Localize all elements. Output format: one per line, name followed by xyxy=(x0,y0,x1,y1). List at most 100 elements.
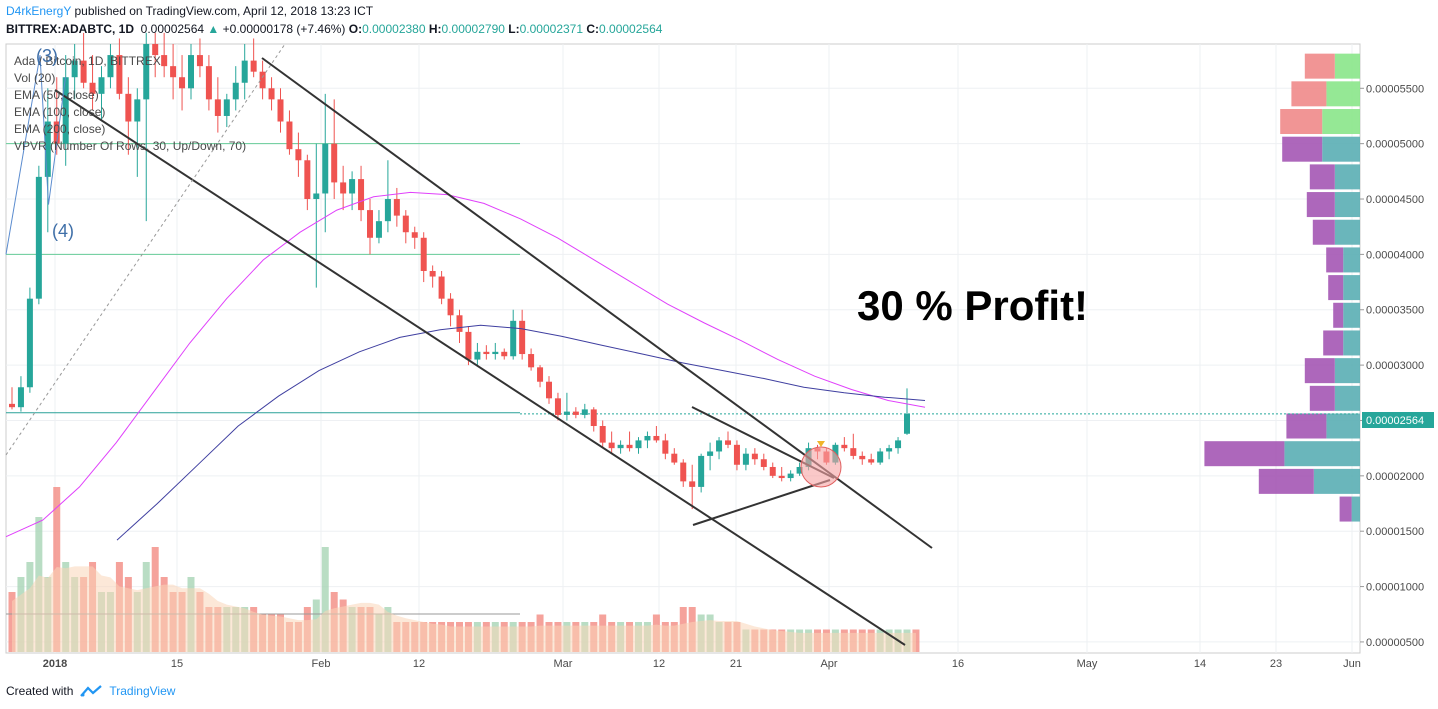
legend-item: EMA (50, close) xyxy=(14,88,99,102)
last-price-tag: 0.00002564 xyxy=(1362,412,1434,428)
y-tick-label: 0.00005500 xyxy=(1366,83,1424,95)
candle-down xyxy=(80,60,87,83)
vp-sell-bar xyxy=(1323,330,1344,356)
candle-down xyxy=(590,409,597,427)
footer: Created with TradingView xyxy=(6,684,175,698)
vp-buy-bar xyxy=(1322,136,1360,162)
candle-down xyxy=(760,459,767,467)
candle-down xyxy=(572,411,579,415)
y-tick-label: 0.00004500 xyxy=(1366,194,1424,206)
profit-annotation: 30 % Profit! xyxy=(857,282,1088,329)
tradingview-link[interactable]: TradingView xyxy=(109,684,176,698)
vp-buy-bar xyxy=(1334,385,1360,411)
vp-sell-bar xyxy=(1312,219,1335,245)
candle-down xyxy=(447,298,454,316)
candle-down xyxy=(850,448,857,456)
indicator-legend: Ada / Bitcoin, 1D, BITTREX Vol (20) EMA (5… xyxy=(14,54,246,153)
candle-down xyxy=(859,455,866,460)
legend-item: EMA (200, close) xyxy=(14,122,105,136)
candle-up xyxy=(635,440,642,449)
candle-down xyxy=(179,77,186,89)
candle-down xyxy=(161,55,168,67)
legend-item: EMA (100, close) xyxy=(14,105,105,119)
vp-sell-bar xyxy=(1328,275,1344,301)
vp-sell-bar xyxy=(1258,468,1314,494)
x-tick-label: Jun xyxy=(1343,658,1361,670)
candle-up xyxy=(143,44,150,100)
candle-down xyxy=(125,93,132,122)
x-tick-label: 15 xyxy=(171,658,183,670)
x-tick-label: 12 xyxy=(413,658,425,670)
close-label: C: xyxy=(586,22,600,36)
low-label: L: xyxy=(508,22,520,36)
candle-down xyxy=(9,403,15,408)
x-tick-label: 16 xyxy=(952,658,964,670)
vp-buy-bar xyxy=(1343,275,1360,301)
publish-header: D4rkEnergY published on TradingView.com,… xyxy=(6,4,373,18)
candle-down xyxy=(599,426,606,443)
last-price: 0.00002564 xyxy=(140,22,205,36)
candle-down xyxy=(868,459,875,463)
candle-down xyxy=(196,55,203,67)
candle-down xyxy=(170,66,177,78)
wave-4-label: (4) xyxy=(52,221,74,241)
candle-up xyxy=(241,60,248,83)
candle-down xyxy=(250,60,257,72)
candle-down xyxy=(769,466,776,476)
candle-up xyxy=(349,179,356,194)
vp-sell-bar xyxy=(1333,302,1344,328)
candle-down xyxy=(554,398,561,415)
candle-up xyxy=(904,413,910,434)
candle-down xyxy=(778,475,785,479)
candle-up xyxy=(886,448,893,452)
publish-info: published on TradingView.com, April 12, … xyxy=(74,4,374,18)
candle-down xyxy=(205,66,212,100)
x-tick-label: 2018 xyxy=(43,658,67,670)
candle-down xyxy=(152,44,159,56)
candles xyxy=(9,32,910,510)
legend-item: Vol (20) xyxy=(14,71,55,85)
candle-down xyxy=(671,453,678,463)
author-link[interactable]: D4rkEnergY xyxy=(6,4,72,18)
chart-grid xyxy=(5,43,1361,654)
vp-buy-bar xyxy=(1334,53,1360,79)
y-tick-label: 0.00004000 xyxy=(1366,249,1424,261)
vp-buy-bar xyxy=(1351,496,1360,522)
candle-down xyxy=(367,210,373,238)
ema100-line xyxy=(116,324,926,541)
x-tick-label: 14 xyxy=(1194,658,1206,670)
open-value: 0.00002380 xyxy=(362,22,426,36)
vp-buy-bar xyxy=(1284,441,1360,467)
vp-buy-bar xyxy=(1326,413,1360,439)
candle-down xyxy=(608,442,615,449)
candle-down xyxy=(214,99,221,116)
vp-sell-bar xyxy=(1306,192,1335,218)
candle-down xyxy=(662,440,669,454)
candle-up xyxy=(895,440,902,449)
candle-up xyxy=(375,221,382,238)
candle-down xyxy=(546,381,552,399)
high-value: 0.00002790 xyxy=(441,22,505,36)
tradingview-logo-icon xyxy=(80,685,103,697)
time-axis: 2018 15 Feb 12 Mar 12 21 Apr 16 May 14 23 Jun xyxy=(43,658,1361,670)
candle-up xyxy=(716,440,723,452)
candle-down xyxy=(331,143,338,183)
candle-up xyxy=(474,351,481,360)
created-with-label: Created with xyxy=(6,684,74,698)
quote-bar: BITTREX:ADABTC, 1D 0.00002564 ▲ +0.00000… xyxy=(6,22,662,36)
candle-up xyxy=(644,435,651,441)
candle-down xyxy=(456,315,463,332)
vp-sell-bar xyxy=(1280,109,1323,135)
y-tick-label: 0.00002000 xyxy=(1366,471,1424,483)
symbol-label: BITTREX:ADABTC, 1D xyxy=(6,22,134,36)
candle-down xyxy=(358,179,365,211)
volume-profile xyxy=(1204,53,1360,522)
price-axis: 0.00005500 0.00005000 0.00004500 0.00004000… xyxy=(1360,83,1424,649)
wave-3-label: (3) xyxy=(36,46,58,66)
vp-buy-bar xyxy=(1343,247,1360,273)
y-tick-label: 0.00001000 xyxy=(1366,582,1424,594)
candle-up xyxy=(26,298,33,388)
ema50-line xyxy=(5,191,926,538)
legend-item: VPVR (Number Of Rows, 30, Up/Down, 70) xyxy=(14,139,246,153)
